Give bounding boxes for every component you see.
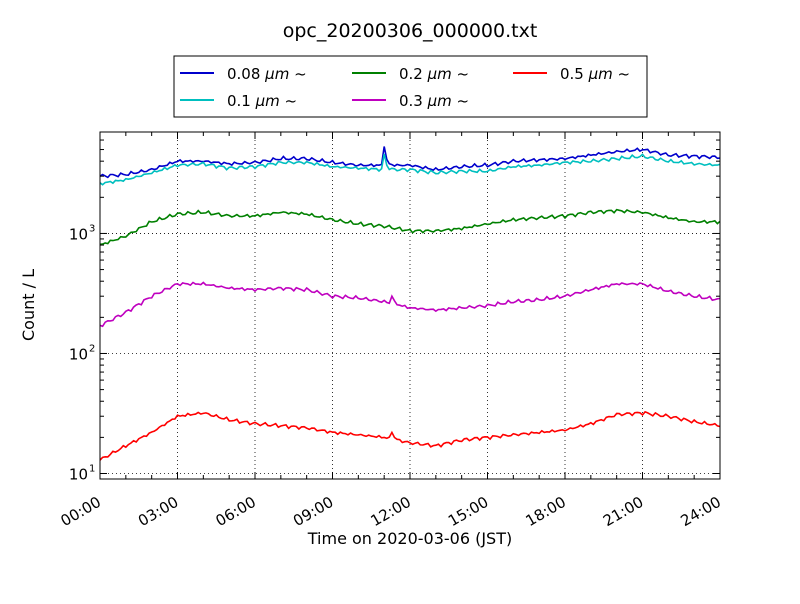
series-group xyxy=(99,146,721,461)
legend-entry-value: 0.08 xyxy=(227,65,265,83)
chart-title: opc_20200306_000000.txt xyxy=(283,20,538,42)
legend-entry-suffix: ~ xyxy=(289,65,306,83)
y-tick-label: 10 xyxy=(69,225,88,243)
legend-entry-suffix: ~ xyxy=(280,92,297,110)
legend-entry-unit: μm xyxy=(264,65,289,83)
y-axis-label: Count / L xyxy=(19,269,38,341)
grid xyxy=(100,132,720,479)
legend-entry-value: 0.1 xyxy=(227,92,256,110)
y-tick-exponent: 3 xyxy=(89,223,95,234)
legend-entry-label: 0.1 μm ~ xyxy=(227,92,297,110)
series-line xyxy=(99,208,721,246)
legend-entry-value: 0.2 xyxy=(399,65,428,83)
series-line xyxy=(99,153,721,186)
series-line xyxy=(99,281,721,328)
series-line xyxy=(99,410,721,461)
legend-entry-unit: μm xyxy=(427,65,452,83)
legend-entry-unit: μm xyxy=(255,92,280,110)
legend-entry-unit: μm xyxy=(588,65,613,83)
legend-entry-suffix: ~ xyxy=(452,65,469,83)
legend-entry-value: 0.5 xyxy=(560,65,589,83)
legend: 0.08 μm ~0.1 μm ~0.2 μm ~0.3 μm ~0.5 μm … xyxy=(173,55,648,118)
y-tick-label: 10 xyxy=(69,466,88,484)
legend-entry-label: 0.3 μm ~ xyxy=(399,92,469,110)
legend-frame xyxy=(173,55,648,118)
y-tick-exponent: 1 xyxy=(89,464,95,475)
legend-entry-unit: μm xyxy=(427,92,452,110)
legend-entry-suffix: ~ xyxy=(613,65,630,83)
legend-entry-label: 0.08 μm ~ xyxy=(227,65,307,83)
y-tick-exponent: 2 xyxy=(89,343,95,354)
y-tick-label: 10 xyxy=(69,345,88,363)
legend-entry-value: 0.3 xyxy=(399,92,428,110)
legend-entry-suffix: ~ xyxy=(452,92,469,110)
x-axis-label: Time on 2020-03-06 (JST) xyxy=(307,529,512,548)
legend-entry-label: 0.5 μm ~ xyxy=(560,65,630,83)
legend-entry-label: 0.2 μm ~ xyxy=(399,65,469,83)
